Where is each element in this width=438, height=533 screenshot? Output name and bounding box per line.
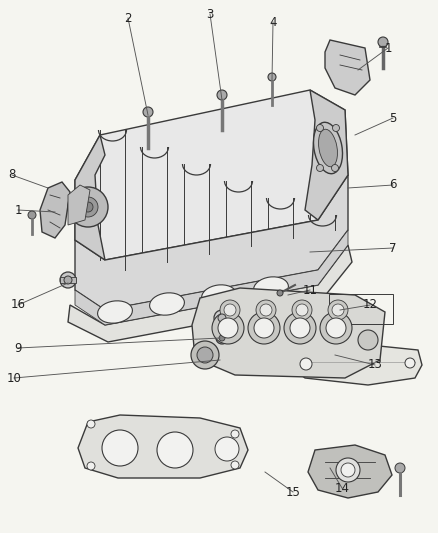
Circle shape (405, 358, 415, 368)
Circle shape (68, 187, 108, 227)
Circle shape (336, 458, 360, 482)
Text: 4: 4 (269, 15, 277, 28)
Polygon shape (292, 342, 422, 385)
Polygon shape (75, 90, 348, 260)
Ellipse shape (150, 293, 184, 315)
Circle shape (143, 107, 153, 117)
Circle shape (219, 335, 225, 341)
Circle shape (358, 330, 378, 350)
Circle shape (64, 276, 72, 284)
Circle shape (332, 165, 339, 172)
Circle shape (218, 314, 226, 322)
Circle shape (212, 312, 244, 344)
Ellipse shape (254, 277, 288, 299)
Circle shape (83, 202, 93, 212)
Circle shape (317, 165, 324, 172)
Circle shape (214, 310, 230, 326)
Ellipse shape (318, 129, 337, 167)
Polygon shape (75, 230, 348, 325)
Circle shape (60, 272, 76, 288)
Circle shape (284, 312, 316, 344)
Polygon shape (75, 135, 105, 260)
Circle shape (300, 358, 312, 370)
Text: 6: 6 (389, 179, 397, 191)
Polygon shape (78, 415, 248, 478)
Circle shape (332, 304, 344, 316)
Circle shape (292, 300, 312, 320)
Text: 7: 7 (389, 241, 397, 254)
Circle shape (87, 462, 95, 470)
Circle shape (102, 430, 138, 466)
Circle shape (256, 300, 276, 320)
Circle shape (260, 304, 272, 316)
Circle shape (395, 463, 405, 473)
Text: 16: 16 (11, 298, 25, 311)
Circle shape (254, 318, 274, 338)
Circle shape (268, 73, 276, 81)
Polygon shape (192, 288, 385, 378)
Polygon shape (308, 445, 392, 498)
Polygon shape (40, 182, 70, 238)
Text: 3: 3 (206, 7, 214, 20)
Circle shape (220, 300, 240, 320)
Circle shape (231, 430, 239, 438)
Circle shape (28, 211, 36, 219)
Ellipse shape (98, 301, 132, 323)
Circle shape (378, 37, 388, 47)
Circle shape (317, 125, 324, 132)
Polygon shape (75, 175, 348, 310)
Circle shape (296, 304, 308, 316)
Circle shape (290, 318, 310, 338)
Polygon shape (325, 40, 370, 95)
Text: 12: 12 (363, 298, 378, 311)
Circle shape (216, 332, 228, 344)
Circle shape (78, 197, 98, 217)
Circle shape (197, 347, 213, 363)
Text: 13: 13 (367, 359, 382, 372)
Text: 14: 14 (335, 481, 350, 495)
Text: 1: 1 (14, 204, 22, 216)
Circle shape (231, 461, 239, 469)
Circle shape (320, 312, 352, 344)
Text: 9: 9 (14, 342, 22, 354)
Circle shape (218, 318, 238, 338)
Text: 1: 1 (384, 42, 392, 54)
Text: 2: 2 (124, 12, 132, 25)
Circle shape (332, 125, 339, 132)
Circle shape (215, 437, 239, 461)
Polygon shape (68, 185, 90, 225)
Ellipse shape (314, 122, 343, 174)
Circle shape (224, 304, 236, 316)
Circle shape (326, 318, 346, 338)
Polygon shape (60, 277, 76, 283)
Circle shape (191, 341, 219, 369)
Text: 10: 10 (7, 372, 21, 384)
Text: 15: 15 (286, 486, 300, 498)
Polygon shape (68, 245, 352, 342)
Circle shape (217, 90, 227, 100)
Circle shape (341, 463, 355, 477)
Polygon shape (305, 90, 348, 220)
Circle shape (277, 290, 283, 296)
Text: 5: 5 (389, 111, 397, 125)
Text: 8: 8 (8, 168, 16, 182)
Text: 11: 11 (303, 284, 318, 296)
Ellipse shape (201, 285, 237, 307)
Circle shape (87, 420, 95, 428)
Circle shape (328, 300, 348, 320)
Circle shape (248, 312, 280, 344)
Circle shape (157, 432, 193, 468)
